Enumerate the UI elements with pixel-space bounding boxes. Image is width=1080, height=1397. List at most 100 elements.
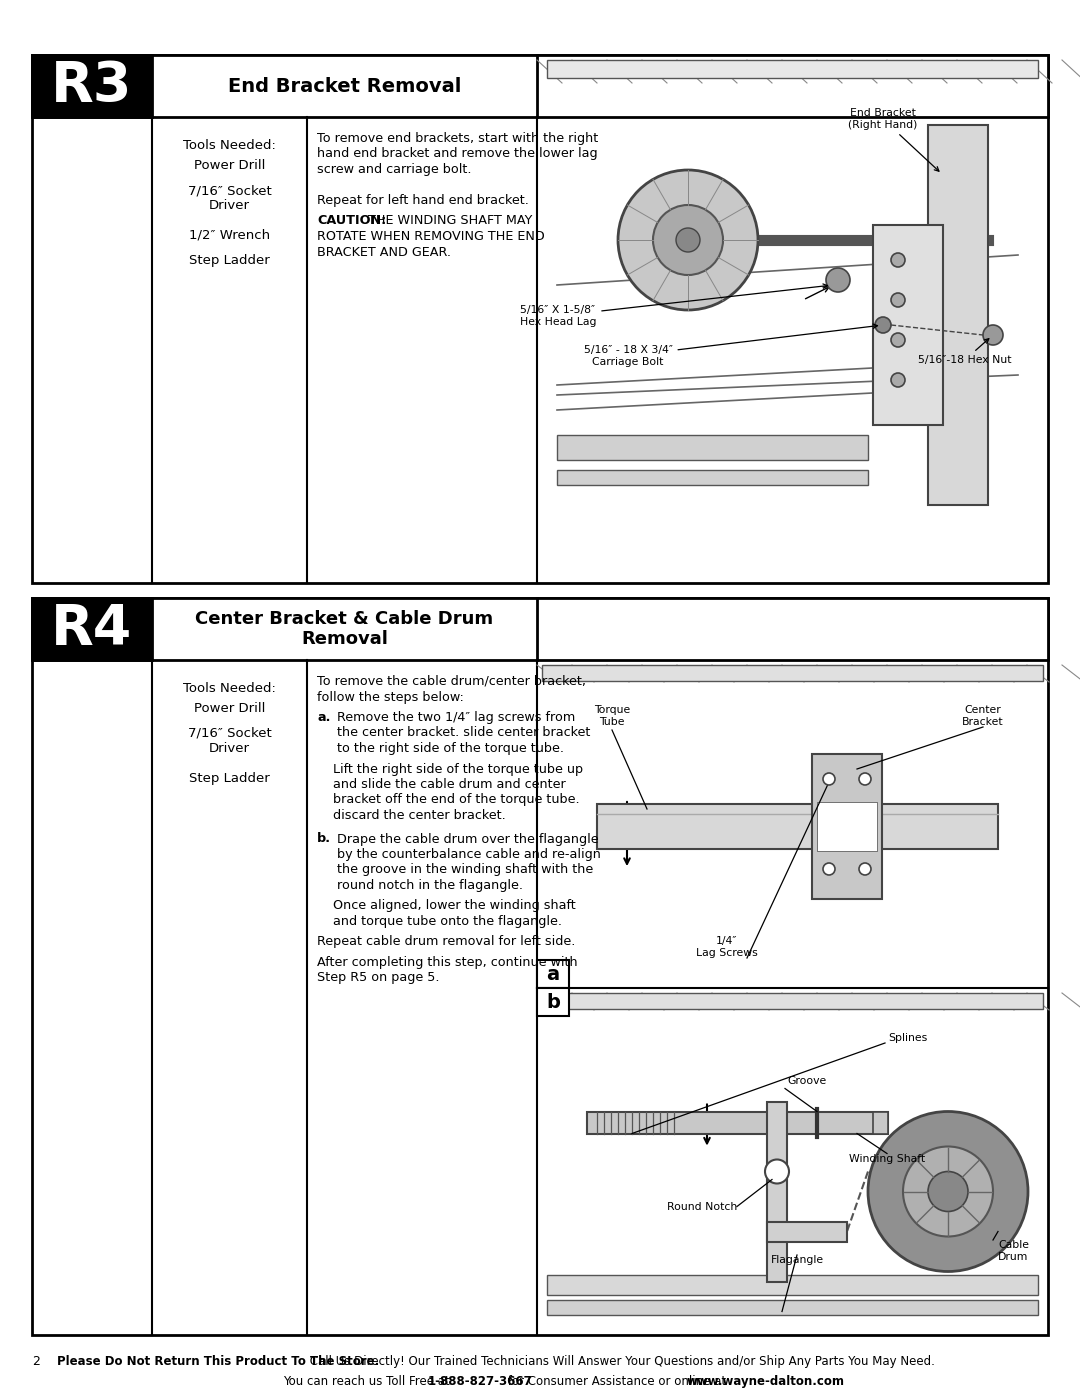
Text: b.: b. bbox=[318, 833, 330, 845]
Text: R4: R4 bbox=[52, 602, 133, 657]
Text: CAUTION:: CAUTION: bbox=[318, 215, 387, 228]
Bar bbox=[928, 124, 988, 504]
Circle shape bbox=[868, 1112, 1028, 1271]
Text: hand end bracket and remove the lower lag: hand end bracket and remove the lower la… bbox=[318, 148, 597, 161]
Bar bbox=[546, 1275, 1038, 1295]
Circle shape bbox=[891, 293, 905, 307]
Circle shape bbox=[875, 317, 891, 332]
Bar bbox=[873, 1112, 888, 1133]
Circle shape bbox=[983, 326, 1003, 345]
Text: Center Bracket & Cable Drum
Removal: Center Bracket & Cable Drum Removal bbox=[195, 609, 494, 648]
Circle shape bbox=[676, 228, 700, 251]
Text: a: a bbox=[546, 964, 559, 983]
Text: Tools Needed:: Tools Needed: bbox=[184, 138, 275, 152]
Text: Winding Shaft: Winding Shaft bbox=[849, 1154, 926, 1164]
Text: You can reach us Toll Free at: You can reach us Toll Free at bbox=[283, 1375, 454, 1389]
Text: End Bracket
(Right Hand): End Bracket (Right Hand) bbox=[848, 109, 939, 172]
Text: 1-888-827-3667: 1-888-827-3667 bbox=[428, 1375, 532, 1389]
Text: and torque tube onto the flagangle.: and torque tube onto the flagangle. bbox=[333, 915, 562, 928]
Text: Groove: Groove bbox=[787, 1077, 826, 1087]
Text: 5/16″ - 18 X 3/4″
Carriage Bolt: 5/16″ - 18 X 3/4″ Carriage Bolt bbox=[583, 324, 877, 366]
Circle shape bbox=[823, 773, 835, 785]
Bar bbox=[542, 665, 1043, 680]
Circle shape bbox=[891, 373, 905, 387]
Bar bbox=[767, 1101, 787, 1281]
Text: 2: 2 bbox=[32, 1355, 40, 1368]
Text: and slide the cable drum and center: and slide the cable drum and center bbox=[333, 778, 566, 791]
Text: Step R5 on page 5.: Step R5 on page 5. bbox=[318, 971, 440, 985]
Text: Step Ladder: Step Ladder bbox=[189, 254, 270, 267]
Text: 7/16″ Socket
Driver: 7/16″ Socket Driver bbox=[188, 726, 271, 754]
Bar bbox=[32, 54, 1048, 583]
Text: Tools Needed:: Tools Needed: bbox=[184, 682, 275, 694]
Text: 1/2″ Wrench: 1/2″ Wrench bbox=[189, 229, 270, 242]
Text: discard the center bracket.: discard the center bracket. bbox=[333, 809, 505, 821]
Text: 7/16″ Socket
Driver: 7/16″ Socket Driver bbox=[188, 184, 271, 212]
Text: Please Do Not Return This Product To The Store.: Please Do Not Return This Product To The… bbox=[57, 1355, 379, 1368]
Circle shape bbox=[891, 253, 905, 267]
Bar bbox=[873, 225, 943, 425]
Circle shape bbox=[653, 205, 723, 275]
Text: 5/16″-18 Hex Nut: 5/16″-18 Hex Nut bbox=[918, 338, 1012, 365]
Circle shape bbox=[928, 1172, 968, 1211]
Text: Flagangle: Flagangle bbox=[770, 1255, 824, 1266]
Text: 1/4″
Lag Screws: 1/4″ Lag Screws bbox=[697, 936, 758, 958]
Text: the center bracket. slide center bracket: the center bracket. slide center bracket bbox=[333, 726, 591, 739]
Text: Lift the right side of the torque tube up: Lift the right side of the torque tube u… bbox=[333, 763, 583, 775]
Text: the groove in the winding shaft with the: the groove in the winding shaft with the bbox=[333, 863, 593, 876]
Text: a.: a. bbox=[318, 711, 330, 724]
Text: 5/16″ X 1-5/8″
Hex Head Lag: 5/16″ X 1-5/8″ Hex Head Lag bbox=[519, 284, 827, 327]
Bar bbox=[32, 598, 1048, 659]
Text: Power Drill: Power Drill bbox=[193, 159, 266, 172]
Text: Remove the two 1/4″ lag screws from: Remove the two 1/4″ lag screws from bbox=[333, 711, 576, 724]
Text: After completing this step, continue with: After completing this step, continue wit… bbox=[318, 956, 578, 970]
Circle shape bbox=[859, 863, 870, 875]
Text: round notch in the flagangle.: round notch in the flagangle. bbox=[333, 879, 523, 893]
Text: by the counterbalance cable and re-align: by the counterbalance cable and re-align bbox=[333, 848, 600, 861]
Bar bbox=[557, 469, 868, 485]
Circle shape bbox=[823, 863, 835, 875]
Text: Power Drill: Power Drill bbox=[193, 703, 266, 715]
Text: ROTATE WHEN REMOVING THE END: ROTATE WHEN REMOVING THE END bbox=[318, 231, 544, 243]
Text: Torque
Tube: Torque Tube bbox=[594, 705, 630, 726]
Text: Once aligned, lower the winding shaft: Once aligned, lower the winding shaft bbox=[333, 900, 576, 912]
Bar bbox=[597, 805, 998, 849]
Bar bbox=[32, 598, 152, 659]
Bar bbox=[546, 1301, 1038, 1315]
Bar bbox=[546, 60, 1038, 78]
Text: Round Notch: Round Notch bbox=[666, 1201, 737, 1211]
Bar bbox=[537, 960, 569, 988]
Bar bbox=[32, 598, 1048, 1336]
Text: BRACKET AND GEAR.: BRACKET AND GEAR. bbox=[318, 246, 451, 258]
Circle shape bbox=[891, 332, 905, 346]
Circle shape bbox=[859, 773, 870, 785]
Text: Cable
Drum: Cable Drum bbox=[998, 1241, 1029, 1261]
Text: to the right side of the torque tube.: to the right side of the torque tube. bbox=[333, 742, 564, 754]
Text: b: b bbox=[546, 992, 559, 1011]
Text: Repeat cable drum removal for left side.: Repeat cable drum removal for left side. bbox=[318, 936, 576, 949]
Bar bbox=[816, 802, 877, 851]
Bar bbox=[537, 988, 569, 1016]
Bar bbox=[767, 1221, 847, 1242]
Circle shape bbox=[765, 1160, 789, 1183]
Text: Drape the cable drum over the flagangle: Drape the cable drum over the flagangle bbox=[333, 833, 598, 845]
Circle shape bbox=[826, 268, 850, 292]
Text: Center
Bracket: Center Bracket bbox=[962, 705, 1003, 726]
Text: Repeat for left hand end bracket.: Repeat for left hand end bracket. bbox=[318, 194, 529, 207]
Text: End Bracket Removal: End Bracket Removal bbox=[228, 77, 461, 95]
Text: To remove the cable drum/center bracket,: To remove the cable drum/center bracket, bbox=[318, 675, 586, 687]
Circle shape bbox=[618, 170, 758, 310]
Text: Step Ladder: Step Ladder bbox=[189, 773, 270, 785]
Bar bbox=[557, 434, 868, 460]
Bar bbox=[542, 993, 1043, 1009]
Bar bbox=[32, 54, 1048, 117]
Bar bbox=[812, 754, 882, 900]
Bar bbox=[32, 54, 152, 117]
Text: Call Us Directly! Our Trained Technicians Will Answer Your Questions and/or Ship: Call Us Directly! Our Trained Technician… bbox=[306, 1355, 935, 1368]
Text: Splines: Splines bbox=[888, 1032, 928, 1044]
Text: THE WINDING SHAFT MAY: THE WINDING SHAFT MAY bbox=[364, 215, 532, 228]
Text: for Consumer Assistance or online at: for Consumer Assistance or online at bbox=[504, 1375, 730, 1389]
Text: screw and carriage bolt.: screw and carriage bolt. bbox=[318, 163, 472, 176]
Text: follow the steps below:: follow the steps below: bbox=[318, 690, 464, 704]
Text: To remove end brackets, start with the right: To remove end brackets, start with the r… bbox=[318, 131, 598, 145]
